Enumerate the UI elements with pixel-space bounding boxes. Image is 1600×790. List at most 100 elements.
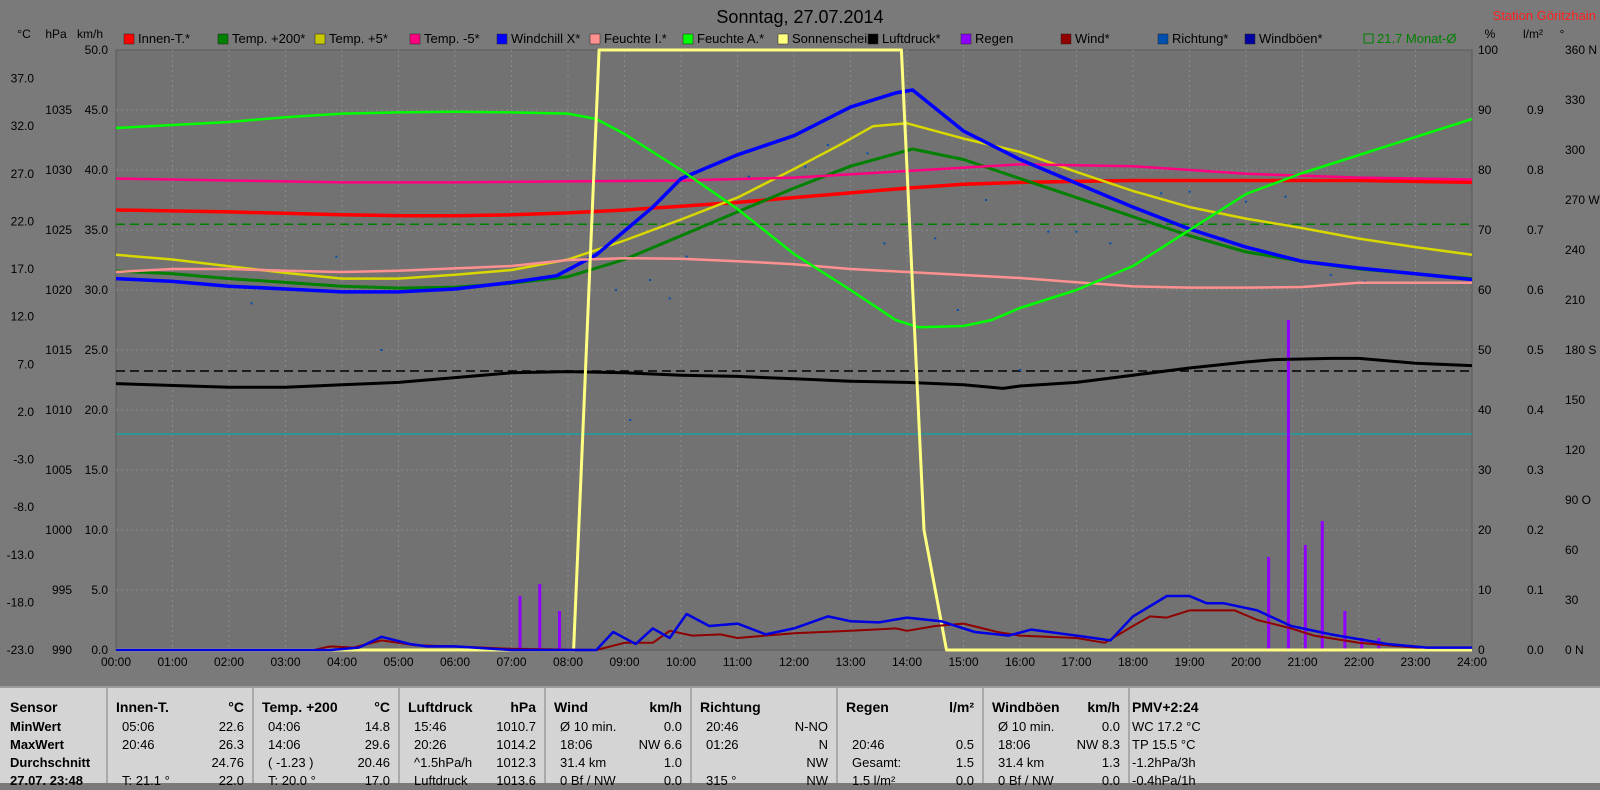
x-tick-label: 09:00 [609,655,639,669]
stats-cell-time: 14:06 [268,737,301,752]
stats-richtung-column: Richtung 20:46 N-NO 01:26 N NW 315 ° NW [692,688,838,788]
x-tick-label: 02:00 [214,655,244,669]
percent-tick-label: 0 [1478,643,1485,657]
legend-swatch [1244,33,1256,45]
x-tick-label: 19:00 [1174,655,1204,669]
x-tick-label: 12:00 [779,655,809,669]
celsius-tick-label: 32.0 [11,119,35,133]
stats-cell-value: 22.6 [218,719,244,734]
stats-cell-time: Ø 10 min. [560,719,617,734]
rain-bar [1343,611,1347,650]
stats-temp200-column: Temp. +200 °C 04:06 14.8 14:06 29.6 ( -1.23 ) 2… [254,688,400,788]
direction-unit-label: ° [1560,27,1565,41]
celsius-tick-label: 7.0 [17,357,34,371]
stats-sensor-column: Sensor MinWert MaxWert Durchschnitt 27.0… [0,688,108,788]
x-tick-label: 21:00 [1287,655,1317,669]
stats-cell-value: 1010.7 [496,719,536,734]
hpa-tick-label: 1005 [45,463,72,477]
hpa-tick-label: 990 [52,643,72,657]
x-tick-label: 20:00 [1231,655,1261,669]
kmh-tick-label: 25.0 [85,343,109,357]
stats-header: Richtung [700,699,761,715]
direction-point [747,175,750,178]
direction-point [648,279,651,281]
legend-label: Feuchte I.* [604,31,667,46]
reference-lines [116,223,1472,435]
stats-cell-value: 20.46 [357,755,390,770]
legend-swatch [123,33,135,45]
rain-tick-label: 0.1 [1527,583,1544,597]
stats-cell-value: 26.3 [218,737,244,752]
x-tick-label: 03:00 [270,655,300,669]
percent-tick-label: 80 [1478,163,1492,177]
legend-swatch [1157,33,1169,45]
hpa-tick-label: 1010 [45,403,72,417]
hpa-unit-label: hPa [45,27,67,41]
stats-row-label: Durchschnitt [10,755,91,770]
x-tick-label: 05:00 [383,655,413,669]
legend-label: Richtung* [1172,31,1228,46]
stats-innen-column: Innen-T. °C 05:06 22.6 20:46 26.3 24.76 T: 21.1… [108,688,254,788]
direction-point [1019,369,1021,371]
direction-point [668,297,671,300]
direction-tick-label: 120 [1565,443,1585,457]
stats-cell-time: 20:46 [122,737,155,752]
stats-cell-value: 1013.6 [496,773,536,788]
percent-tick-label: 90 [1478,103,1492,117]
hpa-tick-label: 1035 [45,103,72,117]
direction-tick-label: 60 [1565,543,1579,557]
stats-cell-time: 18:06 [560,737,593,752]
direction-point [1329,274,1332,276]
stats-cell-time: 315 ° [706,773,737,788]
stats-cell-time: Ø 10 min. [998,719,1055,734]
direction-point [956,309,959,311]
legend-label: Temp. +5* [329,31,388,46]
rain-bar [1303,545,1307,650]
legend-swatch [1060,33,1072,45]
series-line-feuchte-a [115,110,1473,329]
stats-cell-value: NW 8.3 [1076,737,1120,752]
stats-cell-time: 18:06 [998,737,1031,752]
stats-cell-value: N-NO [794,719,828,734]
stats-cell-time: 0 Bf / NW [560,773,616,788]
rain-tick-label: 0.0 [1527,643,1544,657]
celsius-tick-label: 22.0 [11,214,35,228]
stats-cell-time: 1.5 l/m² [852,773,896,788]
stats-cell-value: NW 6.6 [638,737,682,752]
celsius-tick-label: 27.0 [11,167,35,181]
legend-label: Temp. +200* [232,31,305,46]
kmh-tick-label: 50.0 [85,43,109,57]
stats-cell-value: 0.0 [663,773,682,788]
direction-tick-label: 150 [1565,393,1585,407]
stats-cell-time: 01:26 [706,737,739,752]
kmh-tick-label: 0.0 [91,643,108,657]
legend-label: Sonnenschein [792,31,874,46]
rain-tick-label: 0.2 [1527,523,1544,537]
kmh-tick-label: 5.0 [91,583,108,597]
direction-point [250,302,253,305]
legend-swatch [314,33,326,45]
stats-cell-time: 20:46 [852,737,885,752]
direction-point [1284,195,1287,198]
stats-cell-value: 14.8 [364,719,390,734]
direction-tick-label: 0 N [1565,643,1584,657]
series-line-feuchte-i [115,256,1472,289]
stats-cell-value: NW [806,755,828,770]
rain-tick-label: 0.6 [1527,283,1544,297]
celsius-tick-label: -23.0 [7,643,35,657]
percent-tick-label: 100 [1478,43,1498,57]
statistics-panel: Sensor MinWert MaxWert Durchschnitt 27.0… [0,686,1600,788]
x-tick-label: 10:00 [666,655,696,669]
stats-cell-time: Luftdruck [414,773,468,788]
stats-cell-value: 17.0 [364,773,390,788]
rain-bar [558,611,562,650]
x-tick-label: 00:00 [101,655,131,669]
legend-swatch-monthly [1363,33,1374,44]
direction-point [335,255,338,258]
x-tick-label: 07:00 [496,655,526,669]
legend-label: Windchill X* [511,31,580,46]
stats-pmv-value: -0.4hPa/1h [1132,773,1196,788]
stats-windboen-column: Windböen km/h Ø 10 min. 0.0 18:06 NW 8.3 31.4 … [984,688,1130,788]
rain-tick-label: 0.5 [1527,343,1544,357]
stats-header: PMV+2:24 [1132,699,1199,715]
